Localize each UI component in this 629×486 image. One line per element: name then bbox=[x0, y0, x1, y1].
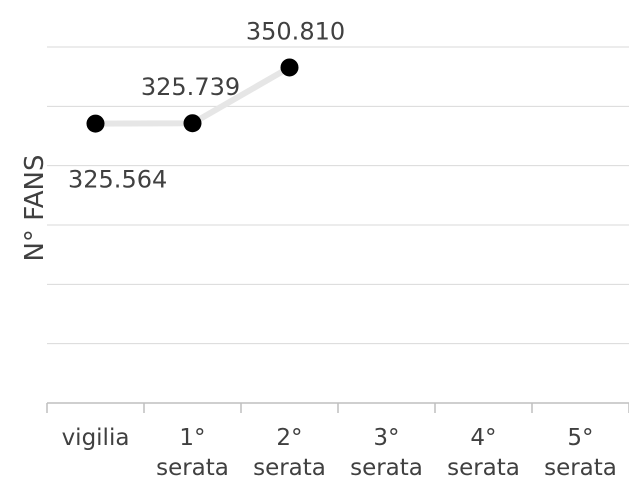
series-fans bbox=[86, 58, 299, 133]
y-axis-title: N° FANS bbox=[20, 154, 50, 261]
data-label: 325.564 bbox=[68, 166, 167, 194]
x-axis: vigilia 1° serata 2° serata 3° serata 4° serata 5… bbox=[46, 402, 629, 481]
data-point bbox=[280, 58, 299, 77]
x-tick-label: 2° serata bbox=[253, 425, 326, 481]
x-tick-label: 3° serata bbox=[350, 425, 423, 481]
data-label: 350.810 bbox=[246, 17, 345, 45]
data-label: 325.739 bbox=[141, 73, 240, 101]
x-tick-label: 4° serata bbox=[447, 425, 520, 481]
data-point bbox=[183, 114, 202, 133]
x-tick-label: vigilia bbox=[62, 425, 130, 451]
x-tick-label: 1° serata bbox=[156, 425, 229, 481]
x-tick-label: 5° serata bbox=[544, 425, 617, 481]
data-point bbox=[86, 114, 105, 133]
gridlines bbox=[47, 46, 629, 345]
